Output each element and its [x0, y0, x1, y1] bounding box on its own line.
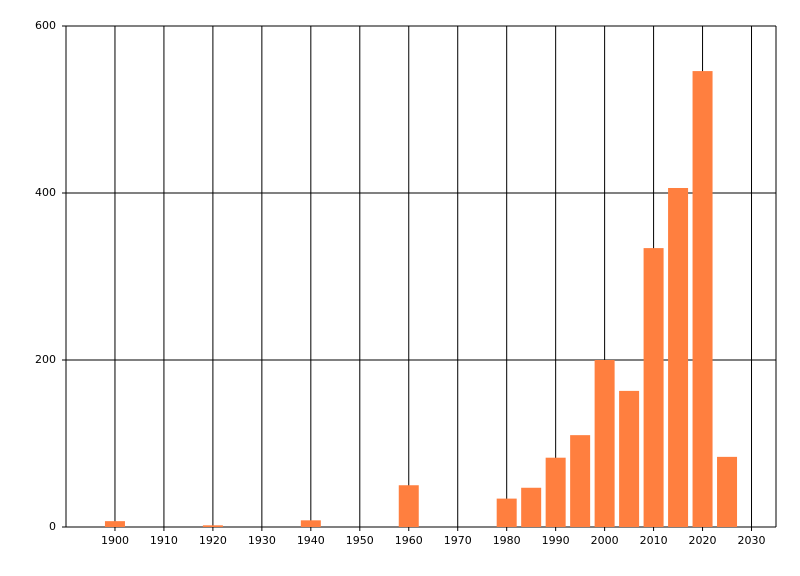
bar [496, 498, 517, 527]
x-tick-label: 1920 [199, 534, 227, 547]
x-tick-label: 1960 [395, 534, 423, 547]
x-tick-label: 1900 [101, 534, 129, 547]
bar [300, 520, 321, 527]
x-tick-label: 1950 [346, 534, 374, 547]
bar [398, 485, 419, 527]
bar [643, 248, 664, 528]
bar [104, 521, 125, 527]
x-tick-label: 2000 [591, 534, 619, 547]
y-tick-label: 200 [35, 353, 56, 366]
bar [202, 525, 223, 527]
bar [619, 390, 640, 527]
bar [668, 187, 689, 528]
x-tick-label: 2030 [738, 534, 766, 547]
bar [692, 71, 713, 527]
y-tick-label: 0 [49, 520, 56, 533]
x-tick-label: 1930 [248, 534, 276, 547]
y-tick-label: 600 [35, 19, 56, 32]
x-tick-label: 1910 [150, 534, 178, 547]
x-tick-label: 2010 [640, 534, 668, 547]
bar [521, 487, 542, 527]
x-tick-label: 1970 [444, 534, 472, 547]
x-tick-label: 2020 [689, 534, 717, 547]
bar [717, 456, 738, 527]
x-tick-label: 1990 [542, 534, 570, 547]
x-tick-label: 1980 [493, 534, 521, 547]
x-tick-label: 1940 [297, 534, 325, 547]
bar [570, 435, 591, 527]
y-tick-label: 400 [35, 186, 56, 199]
bar [545, 457, 566, 527]
bar [594, 360, 615, 527]
